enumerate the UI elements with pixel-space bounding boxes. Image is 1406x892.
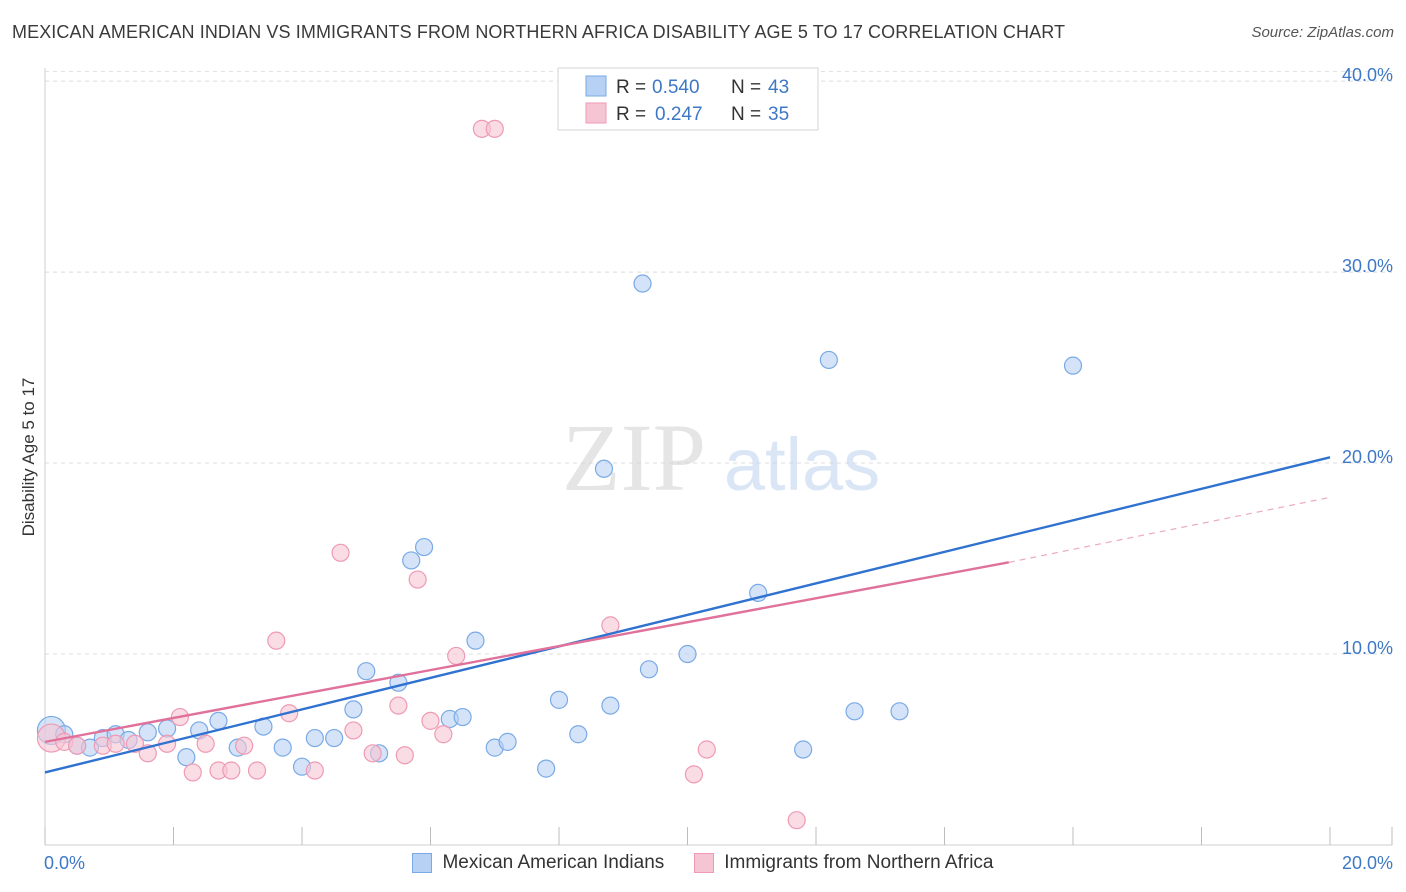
point-blue-23	[414, 537, 434, 557]
legend-label-mexican-american-indians: Mexican American Indians	[442, 852, 665, 873]
y-tick-label-20: 20.0%	[1342, 447, 1393, 467]
point-blue-17	[325, 728, 344, 748]
point-blue-38	[794, 740, 813, 759]
point-blue-14	[273, 738, 292, 757]
gridlines	[45, 71, 1392, 655]
legend-n-label-pink: N =	[731, 104, 761, 125]
point-pink-25	[434, 725, 453, 744]
point-pink-13	[235, 736, 254, 755]
point-blue-40	[845, 702, 864, 721]
point-blue-26	[466, 631, 485, 650]
legend-r-label-blue: R =	[616, 77, 646, 98]
point-pink-18	[331, 543, 350, 562]
point-pink-15	[267, 631, 286, 650]
point-blue-18	[344, 700, 363, 719]
point-blue-22	[402, 551, 421, 570]
point-pink-23	[408, 570, 427, 589]
point-blue-29	[537, 759, 556, 778]
point-pink-12	[222, 761, 241, 780]
point-blue-31	[569, 725, 588, 744]
trend-line-extension-pink	[1008, 496, 1331, 563]
legend-item-immigrants-northern-africa: Immigrants from Northern Africa	[694, 852, 994, 874]
point-pink-21	[389, 696, 408, 715]
legend-swatch-blue	[585, 75, 607, 97]
point-blue-39	[819, 350, 838, 370]
x-tick-label-max: 20.0%	[1342, 853, 1393, 873]
x-tick-label-min: 0.0%	[44, 853, 85, 873]
legend-swatch-mexican-american-indians	[412, 853, 433, 873]
watermark: ZIP atlas	[562, 404, 880, 511]
legend-r-value-blue: 0.540	[652, 77, 700, 98]
axes	[44, 68, 1393, 846]
legend-swatch-immigrants-northern-africa	[694, 853, 715, 873]
trend-line-blue	[44, 456, 1331, 774]
point-pink-30	[684, 765, 704, 784]
watermark-zip: ZIP	[562, 404, 706, 511]
chart-title: MEXICAN AMERICAN INDIAN VS IMMIGRANTS FR…	[12, 22, 1066, 42]
legend-n-label-blue: N =	[731, 77, 761, 98]
legend-swatch-pink	[585, 102, 607, 124]
trend-lines	[44, 456, 1331, 774]
point-blue-9	[177, 748, 196, 767]
data-points	[36, 119, 1083, 830]
trend-line-pink	[44, 561, 1009, 744]
point-blue-35	[639, 660, 659, 679]
point-pink-22	[395, 746, 414, 765]
point-blue-41	[890, 702, 909, 721]
point-blue-16	[305, 728, 324, 748]
legend-label-immigrants-northern-africa: Immigrants from Northern Africa	[724, 852, 994, 873]
y-tick-labels: 10.0% 20.0% 30.0% 40.0%	[1342, 65, 1393, 658]
point-pink-26	[447, 646, 466, 666]
series-legend: Mexican American Indians Immigrants from…	[0, 852, 1406, 874]
point-blue-36	[678, 644, 697, 664]
legend-n-value-blue: 43	[768, 77, 789, 98]
point-pink-14	[247, 761, 267, 780]
point-blue-28	[498, 732, 517, 751]
point-pink-20	[363, 744, 382, 763]
point-blue-33	[601, 696, 620, 715]
point-pink-9	[183, 763, 202, 782]
point-pink-10	[196, 734, 215, 753]
point-pink-19	[344, 721, 363, 740]
legend-n-value-pink: 35	[768, 104, 789, 125]
point-blue-11	[209, 711, 228, 730]
stats-legend: R = 0.540 N = 43 R = 0.247 N = 35	[557, 67, 819, 131]
point-pink-4	[106, 734, 125, 753]
y-tick-label-10: 10.0%	[1342, 638, 1393, 658]
point-pink-32	[787, 811, 806, 830]
point-pink-2	[68, 736, 87, 755]
point-blue-34	[633, 274, 652, 293]
point-blue-42	[1063, 356, 1083, 375]
source-label: Source: ZipAtlas.com	[1251, 24, 1394, 41]
point-pink-5	[125, 734, 145, 753]
point-pink-31	[697, 740, 716, 759]
point-blue-30	[549, 690, 569, 709]
legend-r-value-pink: 0.247	[655, 104, 703, 125]
y-axis-label: Disability Age 5 to 17	[19, 378, 38, 537]
y-tick-label-30: 30.0%	[1342, 256, 1393, 276]
point-blue-19	[357, 662, 376, 681]
watermark-atlas: atlas	[724, 423, 880, 506]
point-blue-25	[453, 707, 472, 727]
point-pink-24	[421, 711, 440, 730]
point-pink-28	[485, 119, 504, 138]
legend-r-label-pink: R =	[616, 104, 646, 125]
y-tick-label-40: 40.0%	[1342, 65, 1393, 85]
point-blue-32	[594, 459, 614, 478]
legend-item-mexican-american-indians: Mexican American Indians	[412, 852, 664, 874]
point-pink-17	[305, 761, 324, 780]
